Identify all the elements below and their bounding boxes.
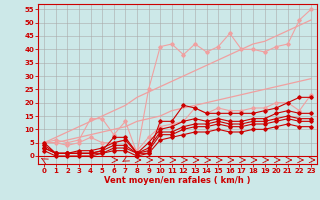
X-axis label: Vent moyen/en rafales ( km/h ): Vent moyen/en rafales ( km/h ): [104, 176, 251, 185]
